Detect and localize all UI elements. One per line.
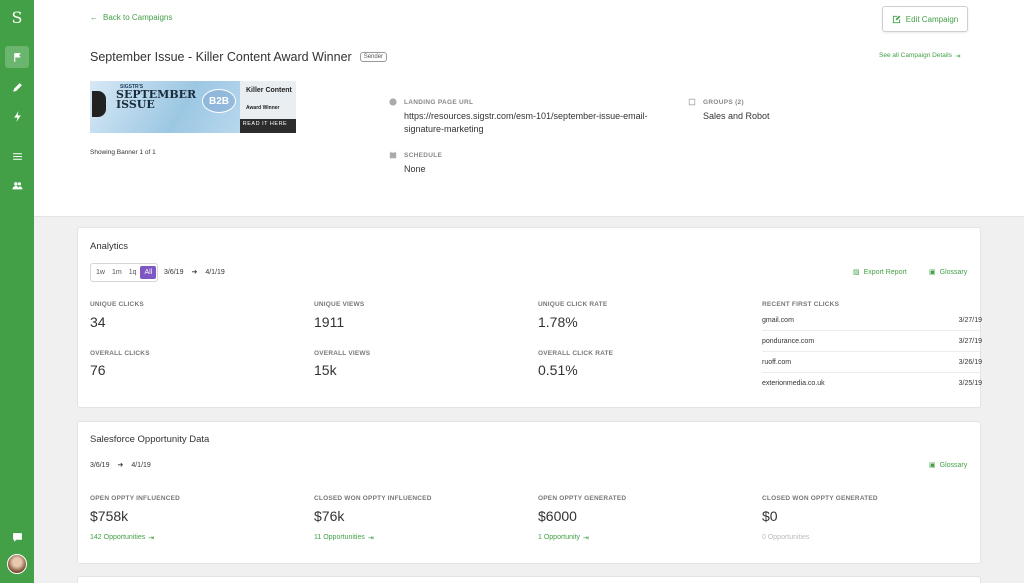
bolt-icon[interactable] <box>5 105 29 127</box>
open-oppty-influenced-label: OPEN OPPTY INFLUENCED <box>90 495 181 502</box>
book-icon: ▣ <box>929 269 936 276</box>
edit-campaign-button[interactable]: Edit Campaign <box>882 6 968 32</box>
list-item: exterionmedia.co.uk 3/25/19 <box>762 380 982 387</box>
export-icon: ▨ <box>853 269 860 276</box>
recent-first-clicks-label: RECENT FIRST CLICKS <box>762 301 840 308</box>
range-all[interactable]: All <box>140 266 157 279</box>
overall-views-label: OVERALL VIEWS <box>314 350 371 357</box>
banner-count: Showing Banner 1 of 1 <box>90 149 156 156</box>
book-icon: ▣ <box>929 462 936 469</box>
groups-value: Sales and Robot <box>703 111 770 121</box>
page-title: September Issue - Killer Content Award W… <box>90 50 388 64</box>
list-item: ruoff.com 3/26/19 <box>762 352 982 373</box>
back-to-campaigns-link[interactable]: ← Back to Campaigns <box>90 13 173 22</box>
closed-won-generated-value: $0 <box>762 508 778 524</box>
edit-icon <box>892 15 901 23</box>
open-oppty-generated-value: $6000 <box>538 508 577 524</box>
unique-clicks-value: 34 <box>90 314 106 330</box>
arrow-right-icon: ⇥ <box>583 535 589 542</box>
range-1m[interactable]: 1m <box>111 269 122 276</box>
flag-icon[interactable] <box>5 46 29 68</box>
analytics-card: Analytics 1w 1m 1q All 3/6/19 ➔ 4/1/19 ▨… <box>77 227 982 408</box>
export-report-link[interactable]: ▨ Export Report <box>853 268 907 277</box>
opportunities-link: 0 Opportunities <box>762 534 810 541</box>
overall-views-value: 15k <box>314 362 337 378</box>
list-item: pondurance.com 3/27/19 <box>762 331 982 352</box>
unique-views-value: 1911 <box>314 314 345 330</box>
schedule-label: SCHEDULE <box>389 151 442 159</box>
globe-icon <box>389 98 397 106</box>
opportunities-link[interactable]: 1 Opportunity ⇥ <box>538 534 589 542</box>
arrow-right-icon: ⇥ <box>367 535 374 542</box>
landing-page-url[interactable]: https://resources.sigstr.com/esm-101/sep… <box>404 111 648 134</box>
unique-rate-label: UNIQUE CLICK RATE <box>538 301 608 308</box>
date-range-toggle: 1w 1m 1q All <box>90 263 158 282</box>
salesforce-date-range: 3/6/19 ➔ 4/1/19 <box>90 461 151 470</box>
salesforce-title: Salesforce Opportunity Data <box>90 434 210 445</box>
pencil-icon[interactable] <box>5 76 29 98</box>
calendar-icon <box>389 151 397 159</box>
landing-page-label: LANDING PAGE URL <box>389 98 473 106</box>
lamp-graphic <box>92 91 106 117</box>
unique-views-label: UNIQUE VIEWS <box>314 301 365 308</box>
closed-won-generated-label: CLOSED WON OPPTY GENERATED <box>762 495 878 502</box>
open-oppty-influenced-value: $758k <box>90 508 129 524</box>
users-icon[interactable] <box>5 174 29 196</box>
glossary-link[interactable]: ▣ Glossary <box>929 461 968 470</box>
unique-rate-value: 1.78% <box>538 314 578 330</box>
groups-icon <box>688 98 696 106</box>
schedule-value: None <box>404 164 426 174</box>
campaign-banner-image[interactable]: SIGSTR'S SEPTEMBER ISSUE B2B Killer Cont… <box>90 81 296 133</box>
overall-rate-label: OVERALL CLICK RATE <box>538 350 614 357</box>
arrow-right-icon: ⇥ <box>954 53 961 60</box>
opportunities-link[interactable]: 142 Opportunities ⇥ <box>90 534 155 542</box>
closed-won-influenced-label: CLOSED WON OPPTY INFLUENCED <box>314 495 432 502</box>
unique-clicks-label: UNIQUE CLICKS <box>90 301 144 308</box>
overall-clicks-value: 76 <box>90 362 106 378</box>
range-1w[interactable]: 1w <box>96 269 105 276</box>
overall-clicks-label: OVERALL CLICKS <box>90 350 150 357</box>
arrow-right-icon: ➔ <box>191 269 198 276</box>
groups-label: GROUPS (2) <box>688 98 744 106</box>
sidebar: S <box>0 0 34 583</box>
analytics-title: Analytics <box>90 241 129 252</box>
arrow-right-icon: ⇥ <box>148 535 155 542</box>
salesforce-card: Salesforce Opportunity Data 3/6/19 ➔ 4/1… <box>77 421 981 564</box>
avatar[interactable] <box>7 554 27 574</box>
chat-icon[interactable] <box>5 526 29 548</box>
arrow-left-icon: ← <box>90 13 98 22</box>
open-oppty-generated-label: OPEN OPPTY GENERATED <box>538 495 627 502</box>
next-card <box>77 576 981 583</box>
list-icon[interactable] <box>5 145 29 167</box>
b2b-seal: B2B <box>202 89 236 113</box>
campaign-header: ← Back to Campaigns Edit Campaign Septem… <box>34 0 1024 217</box>
see-all-details-link[interactable]: See all Campaign Details ⇥ <box>879 52 961 60</box>
range-1q[interactable]: 1q <box>128 269 137 276</box>
analytics-date-range: 3/6/19 ➔ 4/1/19 <box>164 268 225 277</box>
app-logo[interactable]: S <box>11 8 23 27</box>
arrow-right-icon: ➔ <box>117 462 124 469</box>
list-item: gmail.com 3/27/19 <box>762 310 982 331</box>
glossary-link[interactable]: ▣ Glossary <box>929 268 968 277</box>
overall-rate-value: 0.51% <box>538 362 578 378</box>
sender-badge: Sender <box>359 52 388 62</box>
closed-won-influenced-value: $76k <box>314 508 345 524</box>
opportunities-link[interactable]: 11 Opportunities ⇥ <box>314 534 374 542</box>
